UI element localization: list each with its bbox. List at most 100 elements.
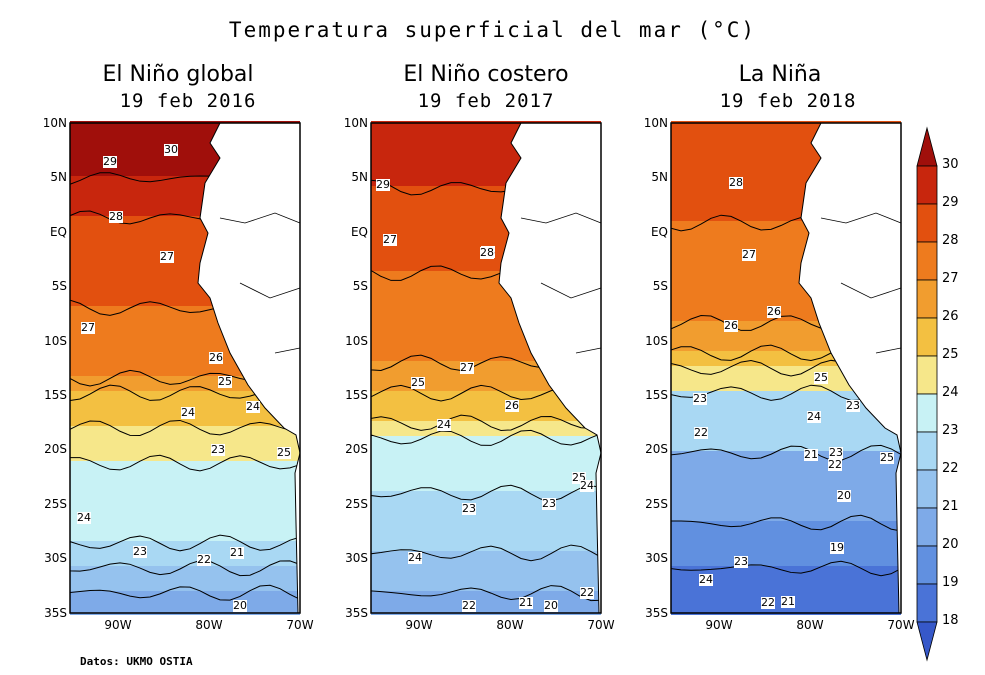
colorbar-label: 22: [942, 461, 959, 476]
contour-line: [69, 454, 301, 472]
lat-tick-label: 30S: [345, 551, 368, 566]
lat-tick-label: 10N: [42, 116, 67, 130]
contour-label: 23: [734, 555, 748, 568]
colorbar-label: 19: [942, 575, 959, 590]
contour-line: [370, 484, 602, 502]
lat-tick-label: EQ: [650, 224, 668, 239]
colorbar-swatch: [916, 203, 938, 243]
lat-tick-label: 5N: [50, 170, 67, 185]
contour-label: 21: [519, 596, 533, 609]
contour-label: 25: [218, 375, 232, 388]
contour-label: 19: [830, 541, 844, 554]
contour-label: 23: [542, 497, 556, 510]
lon-tick-label: 90W: [405, 618, 433, 632]
contour-label-bg: [109, 211, 123, 223]
contour-label-bg: [81, 322, 95, 334]
contour-label-bg: [724, 320, 738, 332]
contour-label: 26: [209, 351, 223, 364]
contour-label: 27: [81, 321, 95, 334]
lon-tick-label: 80W: [195, 618, 223, 632]
colorbar-label: 23: [942, 423, 959, 438]
contour-label: 22: [462, 599, 476, 612]
contour-label-bg: [233, 600, 247, 612]
colorbar-swatch: [916, 165, 938, 205]
contour-label: 29: [376, 178, 390, 191]
lat-tick-label: 10S: [44, 333, 67, 348]
contour-label: 24: [437, 418, 451, 431]
land-south-america: [498, 122, 602, 454]
contour-label: 22: [761, 596, 775, 609]
sst-band: [70, 541, 300, 570]
contour-label: 28: [480, 246, 494, 259]
contour-label: 24: [408, 551, 422, 564]
colorbar-label: 27: [942, 271, 959, 286]
contour-label: 21: [804, 448, 818, 461]
panel-3-title: La Niña: [738, 62, 822, 87]
contour-label-bg: [580, 587, 594, 599]
contour-label-bg: [580, 480, 594, 492]
contour-label: 28: [109, 210, 123, 223]
contour-line: [370, 544, 602, 562]
lat-tick-label: 35S: [345, 605, 368, 620]
contour-label: 24: [807, 410, 821, 423]
map-frame: [370, 122, 602, 614]
colorbar-min-arrow: [916, 621, 938, 662]
contour-label: 25: [411, 376, 425, 389]
contour-label-bg: [160, 251, 174, 263]
contour-label: 29: [103, 155, 117, 168]
contour-line: [670, 444, 902, 461]
contour-label-bg: [103, 156, 117, 168]
contour-label-bg: [437, 419, 451, 431]
contour-label-bg: [376, 179, 390, 191]
contour-label-bg: [761, 597, 775, 609]
sst-band: [70, 591, 300, 615]
contour-label: 22: [197, 553, 211, 566]
lat-tick-label: 5S: [652, 279, 668, 294]
contour-label-bg: [734, 556, 748, 568]
contour-line: [670, 514, 902, 532]
colorbar-label: 28: [942, 233, 959, 248]
contour-label: 23: [211, 443, 225, 456]
contour-line: [370, 414, 602, 431]
colorbar-label: 26: [942, 309, 959, 324]
contour-label-bg: [814, 372, 828, 384]
contour-label-bg: [462, 600, 476, 612]
contour-label: 27: [160, 250, 174, 263]
contour-label-bg: [230, 547, 244, 559]
contour-label-bg: [837, 490, 851, 502]
lat-tick-label: 10S: [645, 333, 668, 348]
contour-line: [69, 560, 301, 577]
contour-label-bg: [277, 447, 291, 459]
lat-tick-label: 15S: [44, 388, 67, 402]
contour-label-bg: [846, 400, 860, 412]
lat-tick-label: 25S: [645, 496, 668, 511]
lon-tick-label: 80W: [496, 618, 524, 632]
colorbar-label: 29: [942, 195, 959, 210]
sst-band: [371, 591, 601, 615]
contour-label-bg: [694, 427, 708, 439]
contour-label: 24: [699, 573, 713, 586]
contour-label-bg: [218, 376, 232, 388]
contour-label-bg: [804, 449, 818, 461]
contour-label: 23: [829, 446, 843, 459]
lat-tick-label: 5N: [651, 170, 668, 185]
contour-label: 23: [846, 399, 860, 412]
country-borders: [219, 212, 301, 354]
lat-tick-label: 5S: [51, 279, 67, 294]
contour-label: 26: [724, 319, 738, 332]
sst-band: [671, 521, 901, 570]
contour-line: [69, 534, 301, 552]
contour-label-bg: [729, 177, 743, 189]
contour-line: [69, 584, 301, 601]
lat-tick-label: EQ: [49, 224, 67, 239]
colorbar-max-arrow: [916, 126, 938, 167]
colorbar-swatch: [916, 279, 938, 319]
contour-line: [670, 560, 902, 577]
colorbar-swatch: [916, 469, 938, 509]
colorbar-swatch: [916, 241, 938, 281]
contour-label-bg: [197, 554, 211, 566]
panel-1-date: 19 feb 2016: [119, 90, 257, 112]
land-south-america: [798, 122, 902, 454]
lat-tick-label: 35S: [645, 605, 668, 620]
contour-label-bg: [77, 512, 91, 524]
